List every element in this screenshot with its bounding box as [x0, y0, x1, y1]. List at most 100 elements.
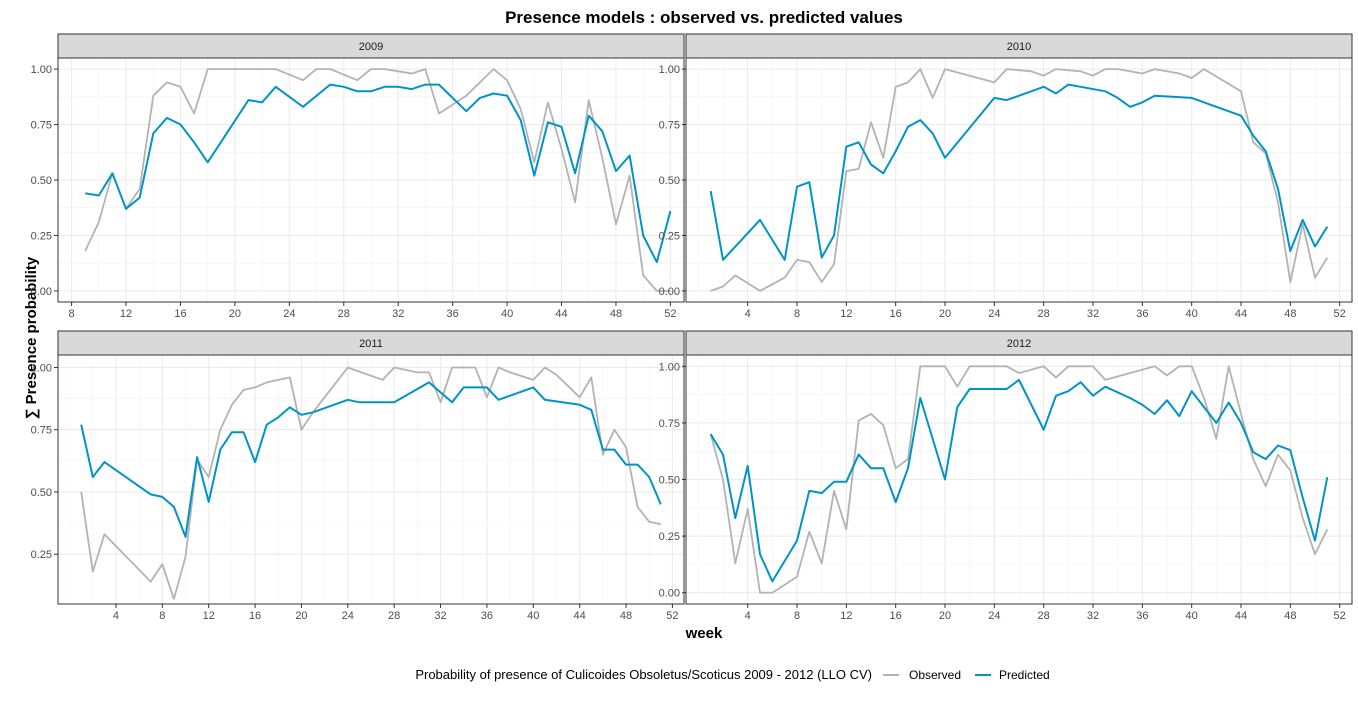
x-tick-label: 4 [745, 610, 751, 622]
series-line-predicted [709, 83, 1329, 261]
series-line-predicted [80, 381, 662, 538]
y-tick-label: 0.50 [659, 475, 680, 487]
x-tick-label: 12 [840, 308, 852, 320]
y-tick-label: 1.00 [659, 361, 680, 373]
x-tick-label: 32 [392, 308, 404, 320]
x-tick-label: 52 [1334, 308, 1346, 320]
y-tick-label: 0.25 [31, 230, 52, 242]
series-line-observed [709, 365, 1329, 594]
y-tick-label: 1.00 [31, 362, 52, 374]
strip-label: 2012 [1007, 338, 1031, 350]
x-tick-label: 20 [229, 308, 241, 320]
x-tick-label: 40 [501, 308, 513, 320]
x-tick-label: 32 [434, 610, 446, 622]
x-tick-label: 24 [342, 610, 354, 622]
y-tick-label: 1.00 [31, 64, 52, 76]
x-tick-label: 48 [1284, 308, 1296, 320]
x-tick-label: 36 [1136, 610, 1148, 622]
y-tick-label: 0.25 [659, 230, 680, 242]
x-tick-label: 48 [620, 610, 632, 622]
x-tick-label: 20 [939, 308, 951, 320]
strip-background [685, 33, 1353, 59]
x-tick-label: 28 [388, 610, 400, 622]
x-tick-label: 4 [113, 610, 119, 622]
series-line-predicted [709, 378, 1329, 583]
x-tick-label: 44 [574, 610, 586, 622]
x-tick-label: 8 [794, 610, 800, 622]
y-tick-label: 0.50 [659, 175, 680, 187]
y-tick-label: 1.00 [659, 64, 680, 76]
y-tick-label: 0.50 [31, 487, 52, 499]
legend-label-observed: Observed [909, 668, 961, 682]
x-axis-label: week [685, 625, 723, 642]
x-tick-label: 44 [1235, 610, 1247, 622]
panel-border [685, 354, 1353, 605]
y-tick-label: 0.75 [659, 120, 680, 132]
y-tick-label: 0.75 [31, 425, 52, 437]
x-tick-label: 40 [527, 610, 539, 622]
x-tick-label: 8 [794, 308, 800, 320]
x-tick-label: 12 [840, 610, 852, 622]
x-tick-label: 12 [203, 610, 215, 622]
x-tick-label: 36 [1136, 308, 1148, 320]
x-tick-label: 40 [1186, 308, 1198, 320]
series-line-observed [84, 68, 671, 292]
x-tick-label: 52 [664, 308, 676, 320]
x-tick-label: 24 [988, 610, 1000, 622]
x-tick-label: 24 [988, 308, 1000, 320]
chart-title: Presence models : observed vs. predicted… [505, 8, 903, 27]
x-tick-label: 36 [447, 308, 459, 320]
series-line-predicted [85, 83, 672, 264]
x-tick-label: 8 [159, 610, 165, 622]
x-tick-label: 20 [295, 610, 307, 622]
strip-label: 2009 [359, 41, 383, 53]
y-tick-label: 0.00 [659, 286, 680, 298]
x-tick-label: 32 [1087, 610, 1099, 622]
y-tick-label: 0.50 [31, 175, 52, 187]
x-tick-label: 40 [1186, 610, 1198, 622]
strip-label: 2011 [359, 338, 383, 350]
x-tick-label: 16 [249, 610, 261, 622]
x-tick-label: 28 [338, 308, 350, 320]
x-tick-label: 12 [120, 308, 132, 320]
x-tick-label: 28 [1038, 308, 1050, 320]
legend-title: Probability of presence of Culicoides Ob… [415, 667, 872, 682]
y-tick-label: 0.75 [31, 120, 52, 132]
x-tick-label: 44 [555, 308, 567, 320]
y-tick-label: 0.25 [659, 531, 680, 543]
y-tick-label: 0.00 [31, 286, 52, 298]
x-tick-label: 4 [745, 308, 751, 320]
x-tick-label: 48 [1284, 610, 1296, 622]
legend: Probability of presence of Culicoides Ob… [415, 667, 1049, 682]
x-tick-label: 52 [1334, 610, 1346, 622]
strip-background [685, 330, 1353, 356]
panel-2009: 2009 8 12 16 20 24 28 32 36 40 44 48 52 0.00 0.25 0.50 0… [31, 33, 685, 320]
x-tick-label: 20 [939, 610, 951, 622]
series-line-observed [710, 68, 1329, 292]
x-tick-label: 16 [890, 610, 902, 622]
y-tick-label: 0.00 [659, 588, 680, 600]
strip-label: 2010 [1007, 41, 1031, 53]
y-tick-label: 0.25 [31, 549, 52, 561]
panel-border [685, 57, 1353, 303]
y-tick-label: 0.75 [659, 418, 680, 430]
x-tick-label: 32 [1087, 308, 1099, 320]
x-tick-label: 28 [1038, 610, 1050, 622]
x-tick-label: 16 [174, 308, 186, 320]
strip-background [57, 33, 685, 59]
x-tick-label: 8 [69, 308, 75, 320]
x-tick-label: 36 [481, 610, 493, 622]
x-tick-label: 24 [283, 308, 295, 320]
x-tick-label: 44 [1235, 308, 1247, 320]
x-tick-label: 52 [666, 610, 678, 622]
x-tick-label: 48 [610, 308, 622, 320]
legend-label-predicted: Predicted [999, 668, 1050, 682]
x-tick-label: 16 [890, 308, 902, 320]
y-axis-label: ∑ Presence probability [23, 256, 40, 419]
